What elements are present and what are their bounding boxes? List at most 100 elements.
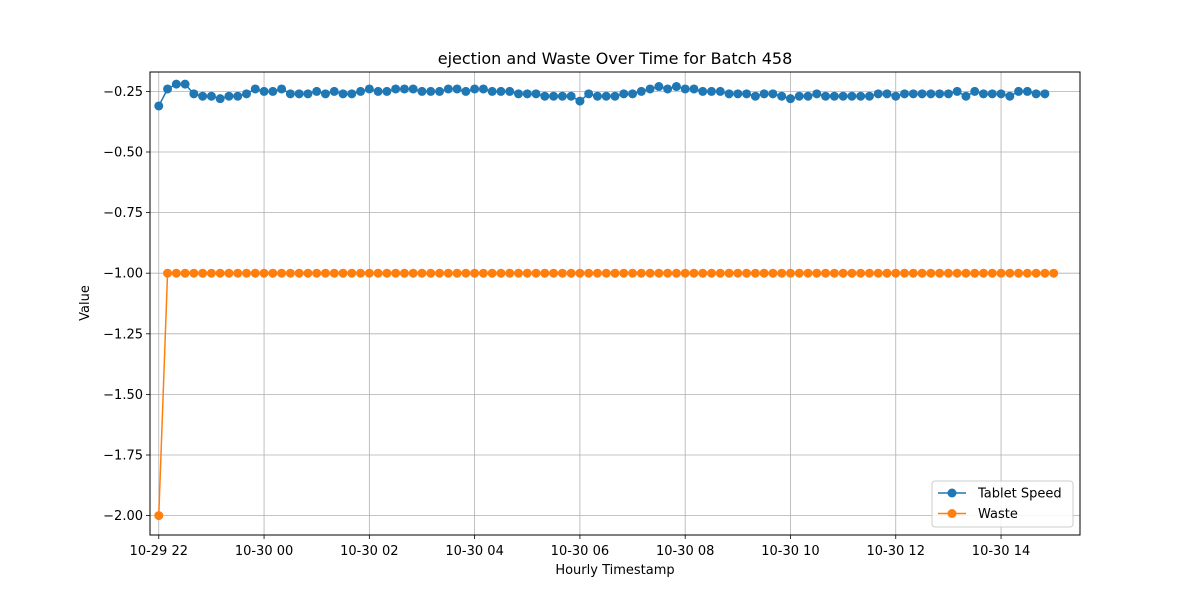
- tablet-speed-point: [1005, 91, 1015, 101]
- tablet-speed-point: [250, 84, 260, 94]
- waste-point: [1014, 268, 1024, 278]
- waste-point: [733, 268, 743, 278]
- waste-point: [601, 268, 611, 278]
- legend: Tablet Speed Waste: [931, 480, 1074, 528]
- waste-point: [154, 511, 164, 521]
- tablet-speed-point: [803, 91, 813, 101]
- tablet-speed-point: [689, 84, 699, 94]
- tablet-speed-point: [724, 89, 734, 99]
- waste-series: [154, 268, 1059, 521]
- tablet-speed-point: [242, 89, 252, 99]
- waste-point: [435, 268, 445, 278]
- waste-point: [628, 268, 638, 278]
- tablet-speed-point: [847, 91, 857, 101]
- waste-point: [496, 268, 506, 278]
- tablet-speed-point: [180, 79, 190, 89]
- y-tick-label: −1.75: [103, 449, 143, 464]
- tablet-speed-point: [926, 89, 936, 99]
- tablet-speed-point: [970, 86, 980, 96]
- tablet-speed-point: [873, 89, 883, 99]
- tablet-speed-point: [206, 91, 216, 101]
- tablet-speed-point: [628, 89, 638, 99]
- waste-point: [575, 268, 585, 278]
- tablet-speed-point: [364, 84, 374, 94]
- waste-point: [803, 268, 813, 278]
- waste-point: [610, 268, 620, 278]
- waste-point: [926, 268, 936, 278]
- tablet-speed-point: [320, 89, 330, 99]
- waste-point: [373, 268, 383, 278]
- tablet-speed-point: [759, 89, 769, 99]
- waste-point: [426, 268, 436, 278]
- waste-point: [557, 268, 567, 278]
- waste-point: [329, 268, 339, 278]
- tablet-speed-point: [531, 89, 541, 99]
- waste-point: [838, 268, 848, 278]
- waste-point: [663, 268, 673, 278]
- waste-point: [698, 268, 708, 278]
- tablet-speed-point: [645, 84, 655, 94]
- waste-point: [777, 268, 787, 278]
- x-tick-label: 10-29 22: [130, 544, 188, 559]
- x-tick-label: 10-30 08: [656, 544, 714, 559]
- waste-point: [645, 268, 655, 278]
- waste-point: [285, 268, 295, 278]
- tablet-speed-point: [294, 89, 304, 99]
- waste-point: [522, 268, 532, 278]
- waste-point: [180, 268, 190, 278]
- waste-point: [707, 268, 717, 278]
- legend-label: Tablet Speed: [977, 487, 1062, 502]
- tablet-speed-point: [917, 89, 927, 99]
- waste-point: [268, 268, 278, 278]
- waste-point: [724, 268, 734, 278]
- waste-point: [505, 268, 515, 278]
- tablet-speed-point: [829, 91, 839, 101]
- chart-title: ejection and Waste Over Time for Batch 4…: [438, 49, 793, 68]
- series-layer: [154, 79, 1059, 521]
- tablet-speed-point: [452, 84, 462, 94]
- waste-point: [364, 268, 374, 278]
- tablet-speed-point: [610, 91, 620, 101]
- tablet-speed-point: [935, 89, 945, 99]
- tablet-speed-point: [259, 86, 269, 96]
- tablet-speed-point: [680, 84, 690, 94]
- tablet-speed-point: [505, 86, 515, 96]
- tablet-speed-point: [864, 91, 874, 101]
- y-tick-label: −1.50: [103, 388, 143, 403]
- tablet-speed-point: [619, 89, 629, 99]
- tablet-speed-point: [329, 86, 339, 96]
- waste-point: [487, 268, 497, 278]
- tablet-speed-point: [487, 86, 497, 96]
- waste-point: [549, 268, 559, 278]
- waste-point: [1031, 268, 1041, 278]
- y-tick-label: −0.25: [103, 85, 143, 100]
- tablet-speed-point: [373, 86, 383, 96]
- tablet-speed-point: [513, 89, 523, 99]
- waste-point: [540, 268, 550, 278]
- tablet-speed-point: [707, 86, 717, 96]
- tablet-speed-point: [1040, 89, 1050, 99]
- waste-point: [785, 268, 795, 278]
- waste-point: [206, 268, 216, 278]
- waste-point: [812, 268, 822, 278]
- waste-point: [277, 268, 287, 278]
- waste-point: [908, 268, 918, 278]
- waste-point: [821, 268, 831, 278]
- tablet-speed-point: [654, 82, 664, 92]
- tablet-speed-point: [277, 84, 287, 94]
- waste-point: [461, 268, 471, 278]
- waste-point: [943, 268, 953, 278]
- y-tick-label: −2.00: [103, 509, 143, 524]
- tablet-speed-point: [812, 89, 822, 99]
- tablet-speed-point: [478, 84, 488, 94]
- waste-point: [987, 268, 997, 278]
- waste-point: [312, 268, 322, 278]
- tablet-speed-point: [312, 86, 322, 96]
- waste-point: [829, 268, 839, 278]
- tablet-speed-point: [461, 86, 471, 96]
- waste-point: [356, 268, 366, 278]
- waste-point: [970, 268, 980, 278]
- tablet-speed-point: [601, 91, 611, 101]
- waste-point: [566, 268, 576, 278]
- tablet-speed-point: [750, 91, 760, 101]
